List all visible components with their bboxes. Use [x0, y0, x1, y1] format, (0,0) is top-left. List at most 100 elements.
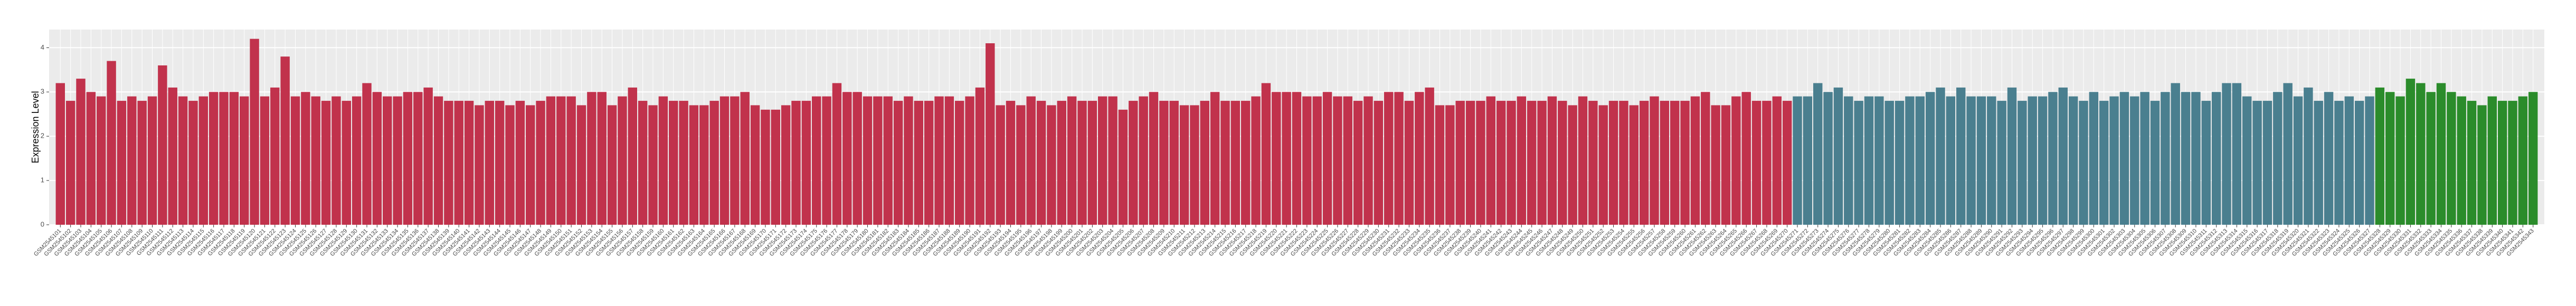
bar: [1272, 92, 1281, 225]
bar: [2314, 101, 2323, 225]
bar: [107, 61, 116, 225]
bar: [1139, 96, 1148, 225]
bar: [832, 83, 842, 225]
bar: [1118, 109, 1128, 225]
bar: [1026, 96, 1036, 225]
bar: [2385, 92, 2395, 225]
bar: [556, 96, 566, 225]
bar: [546, 96, 556, 225]
bar: [1384, 92, 1394, 225]
bar: [2324, 92, 2334, 225]
bar: [1210, 92, 1220, 225]
bar: [1394, 92, 1404, 225]
bar: [2365, 96, 2374, 225]
bar: [975, 87, 985, 225]
bar: [638, 101, 648, 225]
bar: [209, 92, 219, 225]
bar: [423, 87, 433, 225]
bar: [679, 101, 688, 225]
bar: [1966, 96, 1976, 225]
bar: [1680, 101, 1690, 225]
bar: [2079, 101, 2088, 225]
bar: [1261, 83, 1271, 225]
bar: [280, 56, 290, 225]
y-tick-label: 0: [41, 220, 44, 228]
bar: [2252, 101, 2262, 225]
bar: [2457, 96, 2466, 225]
bar: [117, 101, 127, 225]
bar: [1721, 105, 1731, 225]
bar: [1701, 92, 1710, 225]
bar: [137, 101, 147, 225]
bar: [2068, 96, 2078, 225]
bar: [1608, 101, 1618, 225]
bar: [1527, 101, 1537, 225]
bar: [791, 101, 801, 225]
bar: [658, 96, 668, 225]
bar: [1302, 96, 1312, 225]
bar: [699, 105, 709, 225]
bar: [86, 92, 96, 225]
bar: [76, 79, 86, 225]
bar: [1588, 101, 1598, 225]
bar: [2232, 83, 2242, 225]
bar: [1598, 105, 1608, 225]
bar: [719, 96, 730, 225]
bar: [352, 96, 362, 225]
bar: [2099, 101, 2109, 225]
bar: [1292, 92, 1302, 225]
bar: [2028, 96, 2037, 225]
bar: [873, 96, 883, 225]
bar: [240, 96, 249, 225]
bar: [1547, 96, 1557, 225]
bar: [2140, 92, 2149, 225]
bar: [1741, 92, 1751, 225]
bar: [2426, 92, 2436, 225]
bar: [2354, 101, 2364, 225]
bar: [1200, 101, 1209, 225]
bar: [2518, 96, 2528, 225]
bar: [986, 43, 995, 225]
bar: [1159, 101, 1169, 225]
bar: [597, 92, 607, 225]
bar: [1322, 92, 1332, 225]
bar: [893, 101, 903, 225]
bar: [1639, 101, 1649, 225]
bar: [1905, 96, 1915, 225]
bar: [1241, 101, 1251, 225]
bar: [2058, 87, 2068, 225]
bar: [1220, 101, 1230, 225]
bar: [2416, 83, 2426, 225]
bar: [883, 96, 893, 225]
bar: [1793, 96, 1802, 225]
bar: [2375, 87, 2385, 225]
bar: [1629, 105, 1639, 225]
bar: [1874, 96, 1884, 225]
bar: [2273, 92, 2283, 225]
bar: [475, 105, 484, 225]
bar: [1496, 101, 1506, 225]
bar: [1895, 101, 1905, 225]
bar: [1087, 101, 1097, 225]
bar: [2528, 92, 2538, 225]
bar: [924, 101, 934, 225]
bar: [1465, 101, 1475, 225]
bar: [1660, 101, 1670, 225]
bar: [2089, 92, 2099, 225]
bar: [229, 92, 239, 225]
bar: [1435, 105, 1445, 225]
y-tick-label: 3: [41, 88, 44, 95]
bar: [1098, 96, 1107, 225]
bar: [505, 105, 515, 225]
bar: [576, 105, 586, 225]
bar: [761, 109, 770, 225]
bar: [65, 101, 75, 225]
bar: [1016, 105, 1026, 225]
bar: [198, 96, 209, 225]
bar: [2130, 96, 2139, 225]
bar: [383, 96, 392, 225]
bar: [55, 83, 65, 225]
bar: [1762, 101, 1772, 225]
bar: [1343, 96, 1352, 225]
bar: [566, 96, 576, 225]
